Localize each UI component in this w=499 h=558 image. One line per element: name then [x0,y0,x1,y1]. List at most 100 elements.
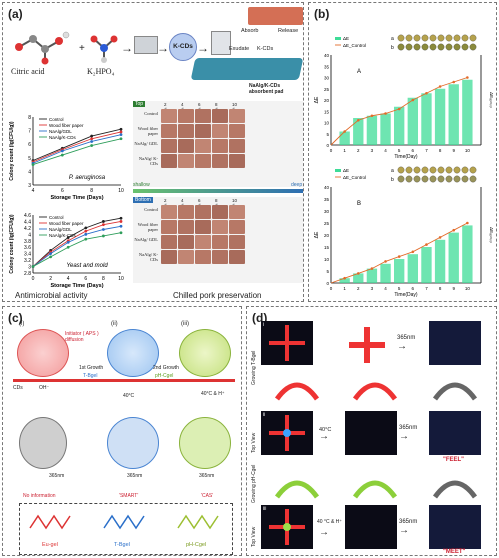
data-point [66,240,70,244]
pork-tile [229,109,245,123]
data-point [438,236,442,239]
sample-disc [397,166,405,174]
data-point [343,276,346,280]
ph-cgel-label: pH-Cgel [186,542,207,548]
data-point [90,137,94,141]
sample-disc [445,34,453,42]
x-tick-label: 10 [118,276,124,282]
data-point [466,76,469,79]
release-label: Release [278,28,299,34]
x-tick-label: 5 [398,148,401,153]
y-axis-label: ΔE [314,231,320,238]
legend-entry: ΔE [343,36,349,41]
bottom-label: Bottom [133,197,153,203]
pork-tile [212,250,228,264]
data-point [466,221,469,225]
pork-tile [195,154,211,168]
chart-letter: A [357,69,361,75]
x-tick-label: 0 [330,286,333,291]
row-label: NaAlg/ K-CDs [138,252,158,262]
sample-disc [437,166,445,174]
pork-tile [195,250,211,264]
y-tick-label: 3 [28,265,31,271]
eu-gel-structure [29,514,71,530]
k2hpo4-label: K₂HPO₄ [87,67,115,76]
x-tick-label: 0 [32,276,35,282]
pork-tile [178,235,194,249]
bar [434,88,446,145]
x-tick-label: 6 [412,286,415,291]
pork-tile [161,139,177,153]
data-point [356,272,360,275]
data-point [119,137,123,141]
label-ii: ii [263,412,266,418]
hydrogel-sphere-blue [107,329,159,377]
panel-a: (a) Citric acid + K₂HPO₄ → → K-CDs → Abs… [2,2,304,302]
row-label: Wood fiber paper [137,126,158,136]
panel-b-tag: (b) [314,7,330,21]
hydrogel-sphere-red [17,329,69,377]
sample-disc [413,175,421,183]
x-tick-label: 1 [343,286,346,291]
arrow-icon: → [399,525,409,536]
y-axis-label-right: ΔEₓₒₙₜᵣₒₗ [489,227,494,243]
tile-grid [161,109,245,168]
tgel-label: T-Bgel [83,373,98,379]
sample-disc [421,43,429,51]
pork-tile [178,220,194,234]
y-tick-label: 10 [324,257,330,262]
y-axis-label: ΔE [314,96,320,103]
x-tick-label: 3 [371,286,374,291]
nm-label-1: 365nm [49,473,65,479]
photo-iii: iii [261,505,313,549]
ph-cgel-structure [177,514,219,530]
data-point [425,91,428,95]
x-axis-label: Storage Time (Days) [50,195,103,201]
data-point [411,98,415,102]
initiator-label: Initiator ( APS ) diffusion [65,331,99,343]
temp-d2: 40 °C & H⁺ [317,519,342,525]
bar [448,84,459,145]
sample-disc [429,34,437,42]
arrow-icon: → [319,431,329,442]
citric-acid-label: Citric acid [11,67,45,76]
pork-tile [212,220,228,234]
data-point [119,130,123,134]
legend-entry: ΔE_Control [343,43,366,48]
x-tick-label: 8 [90,188,93,194]
smart-label: 'SMART' [119,493,139,499]
x-axis-label: Time(Day) [394,154,417,160]
sample-disc [405,166,413,174]
data-point [102,223,105,227]
y-tick-label: 10 [324,121,330,126]
y-tick-label: 2.8 [24,271,31,277]
legend-entry: ΔE_Control [343,175,366,180]
bar [380,113,391,145]
y-axis-label-right: ΔEₓₒₙₜᵣₒₗ [489,92,494,108]
y-tick-label: 4.4 [24,219,31,225]
cross-schematic-i [349,327,385,363]
data-point [370,114,374,118]
sample-disc [437,43,445,51]
pork-tile [229,205,245,219]
data-point [397,255,401,258]
nm-d2: 365nm [399,425,418,431]
y-tick-label: 30 [324,76,330,81]
nm-label-2: 365nm [127,473,143,479]
x-tick-label: 8 [102,276,105,282]
pork-tile [161,220,177,234]
data-point [31,163,35,166]
bar [407,97,418,145]
data-point [84,237,88,241]
data-point [119,216,123,220]
legend-entry: Wood fiber paper [49,221,84,226]
x-tick-label: 4 [384,286,387,291]
sample-disc [413,166,421,174]
photo-ii-uv [429,411,481,455]
data-point [102,220,105,223]
y-tick-label: 3 [28,183,31,189]
legend-swatch [335,37,341,40]
x-tick-label: 10 [118,188,124,194]
x-tick-label: 8 [439,286,442,291]
